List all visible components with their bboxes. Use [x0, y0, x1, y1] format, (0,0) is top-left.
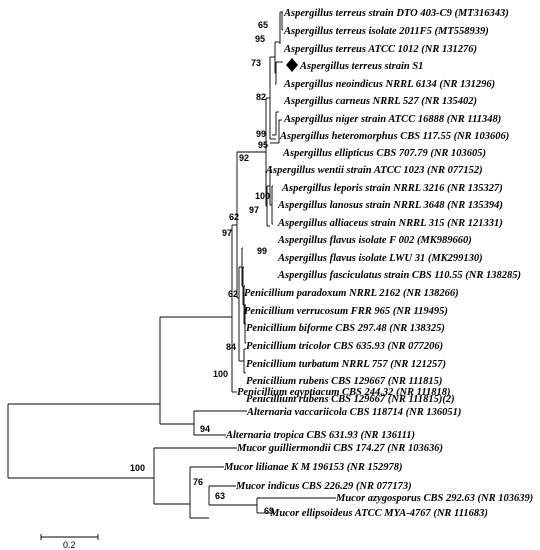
- bootstrap-value: 100: [255, 191, 270, 201]
- tree-branches: [7, 11, 336, 519]
- taxon-label: Aspergillus flavus isolate LWU 31 (MK299…: [277, 253, 483, 264]
- taxon-label: Aspergillus neoindicus NRRL 6134 (NR 131…: [283, 79, 495, 90]
- taxon-label: Aspergillus wentii strain ATCC 1023 (NR …: [265, 165, 483, 176]
- taxon-label: Aspergillus lanosus strain NRRL 3648 (NR…: [277, 200, 503, 211]
- bootstrap-value: 69: [264, 506, 274, 516]
- taxon-label: Penicillium turbatum NRRL 757 (NR 121257…: [246, 359, 446, 370]
- taxon-label: Penicillium rubens CBS 129667 (NR 111815…: [246, 394, 455, 405]
- taxon-label: Penicillium rubens CBS 129667 (NR 111815…: [246, 376, 442, 387]
- bootstrap-value: 92: [239, 153, 249, 163]
- taxon-label: Mucor lilianae K M 196153 (NR 152978): [223, 462, 403, 473]
- bootstrap-value: 73: [251, 58, 261, 68]
- bootstrap-value: 100: [130, 463, 145, 473]
- taxon-label: Aspergillus niger strain ATCC 16888 (NR …: [283, 114, 501, 125]
- bootstrap-value: 82: [256, 92, 266, 102]
- taxon-label: Aspergillus carneus NRRL 527 (NR 135402): [283, 96, 477, 107]
- bootstrap-value: 84: [226, 342, 236, 352]
- diamond-icon: [286, 58, 298, 72]
- scale-bar-label: 0.2: [63, 540, 76, 550]
- bootstrap-value: 63: [215, 491, 225, 501]
- scale-bar: 0.2: [40, 534, 99, 550]
- bootstrap-value: 62: [228, 289, 238, 299]
- taxon-label: Penicillium verrucosum FRR 965 (NR 11949…: [244, 306, 448, 317]
- bootstrap-value: 94: [200, 424, 210, 434]
- taxon-label: Penicillium biforme CBS 297.48 (NR 13832…: [246, 323, 445, 334]
- taxon-label: Penicillium egyptiacum CBS 244.32 (NR 11…: [237, 387, 451, 398]
- bootstrap-value: 76: [193, 477, 203, 487]
- bootstrap-value: 99: [256, 129, 266, 139]
- bootstrap-value: 100: [213, 369, 228, 379]
- bootstrap-value: 65: [258, 20, 268, 30]
- taxon-label: Aspergillus terreus strain DTO 403-C9 (M…: [283, 8, 509, 19]
- taxon-label: Alternaria tropica CBS 631.93 (NR 136111…: [225, 430, 415, 441]
- bootstrap-value: 97: [249, 205, 259, 215]
- bootstrap-value: 99: [257, 246, 267, 256]
- taxon-label: Aspergillus alliaceus strain NRRL 315 (N…: [277, 218, 503, 229]
- taxon-label: Penicillium tricolor CBS 635.93 (NR 0772…: [246, 341, 443, 352]
- bootstrap-value: 95: [258, 140, 268, 150]
- taxon-label: Aspergillus heteromorphus CBS 117.55 (NR…: [279, 131, 509, 142]
- taxon-label: Aspergillus ellipticus CBS 707.79 (NR 10…: [282, 148, 486, 159]
- taxon-label: Mucor ellipsoideus ATCC MYA-4767 (NR 111…: [269, 508, 488, 519]
- taxon-label: Mucor indicus CBS 226.29 (NR 077173): [235, 481, 412, 492]
- taxon-label: Aspergillus terreus isolate 2011F5 (MT55…: [283, 26, 489, 37]
- taxon-label: Aspergillus flavus isolate F 002 (MK9896…: [277, 235, 472, 246]
- taxon-label: Mucor azygosporus CBS 292.63 (NR 103639): [335, 493, 533, 504]
- taxon-label: Mucor guilliermondii CBS 174.27 (NR 1036…: [236, 443, 443, 454]
- bootstrap-value: 62: [229, 212, 239, 222]
- bootstrap-value: 97: [222, 228, 232, 238]
- bootstrap-value: 95: [255, 34, 265, 44]
- taxon-label: Aspergillus terreus ATCC 1012 (NR 131276…: [283, 44, 477, 55]
- bootstrap-values: 65 95 73 82 99 95 92 100 97 99 62 97 62 …: [130, 20, 274, 516]
- taxon-label: Aspergillus fasciculatus strain CBS 110.…: [277, 270, 521, 281]
- taxon-labels: Aspergillus terreus strain DTO 403-C9 (M…: [223, 8, 533, 519]
- taxon-label-highlight: Aspergillus terreus strain S1: [299, 61, 423, 72]
- taxon-label: Penicillium paradoxum NRRL 2162 (NR 1382…: [244, 288, 459, 299]
- taxon-label: Aspergillus leporis strain NRRL 3216 (NR…: [281, 183, 503, 194]
- taxon-label: Alternaria vaccariicola CBS 118714 (NR 1…: [246, 407, 461, 418]
